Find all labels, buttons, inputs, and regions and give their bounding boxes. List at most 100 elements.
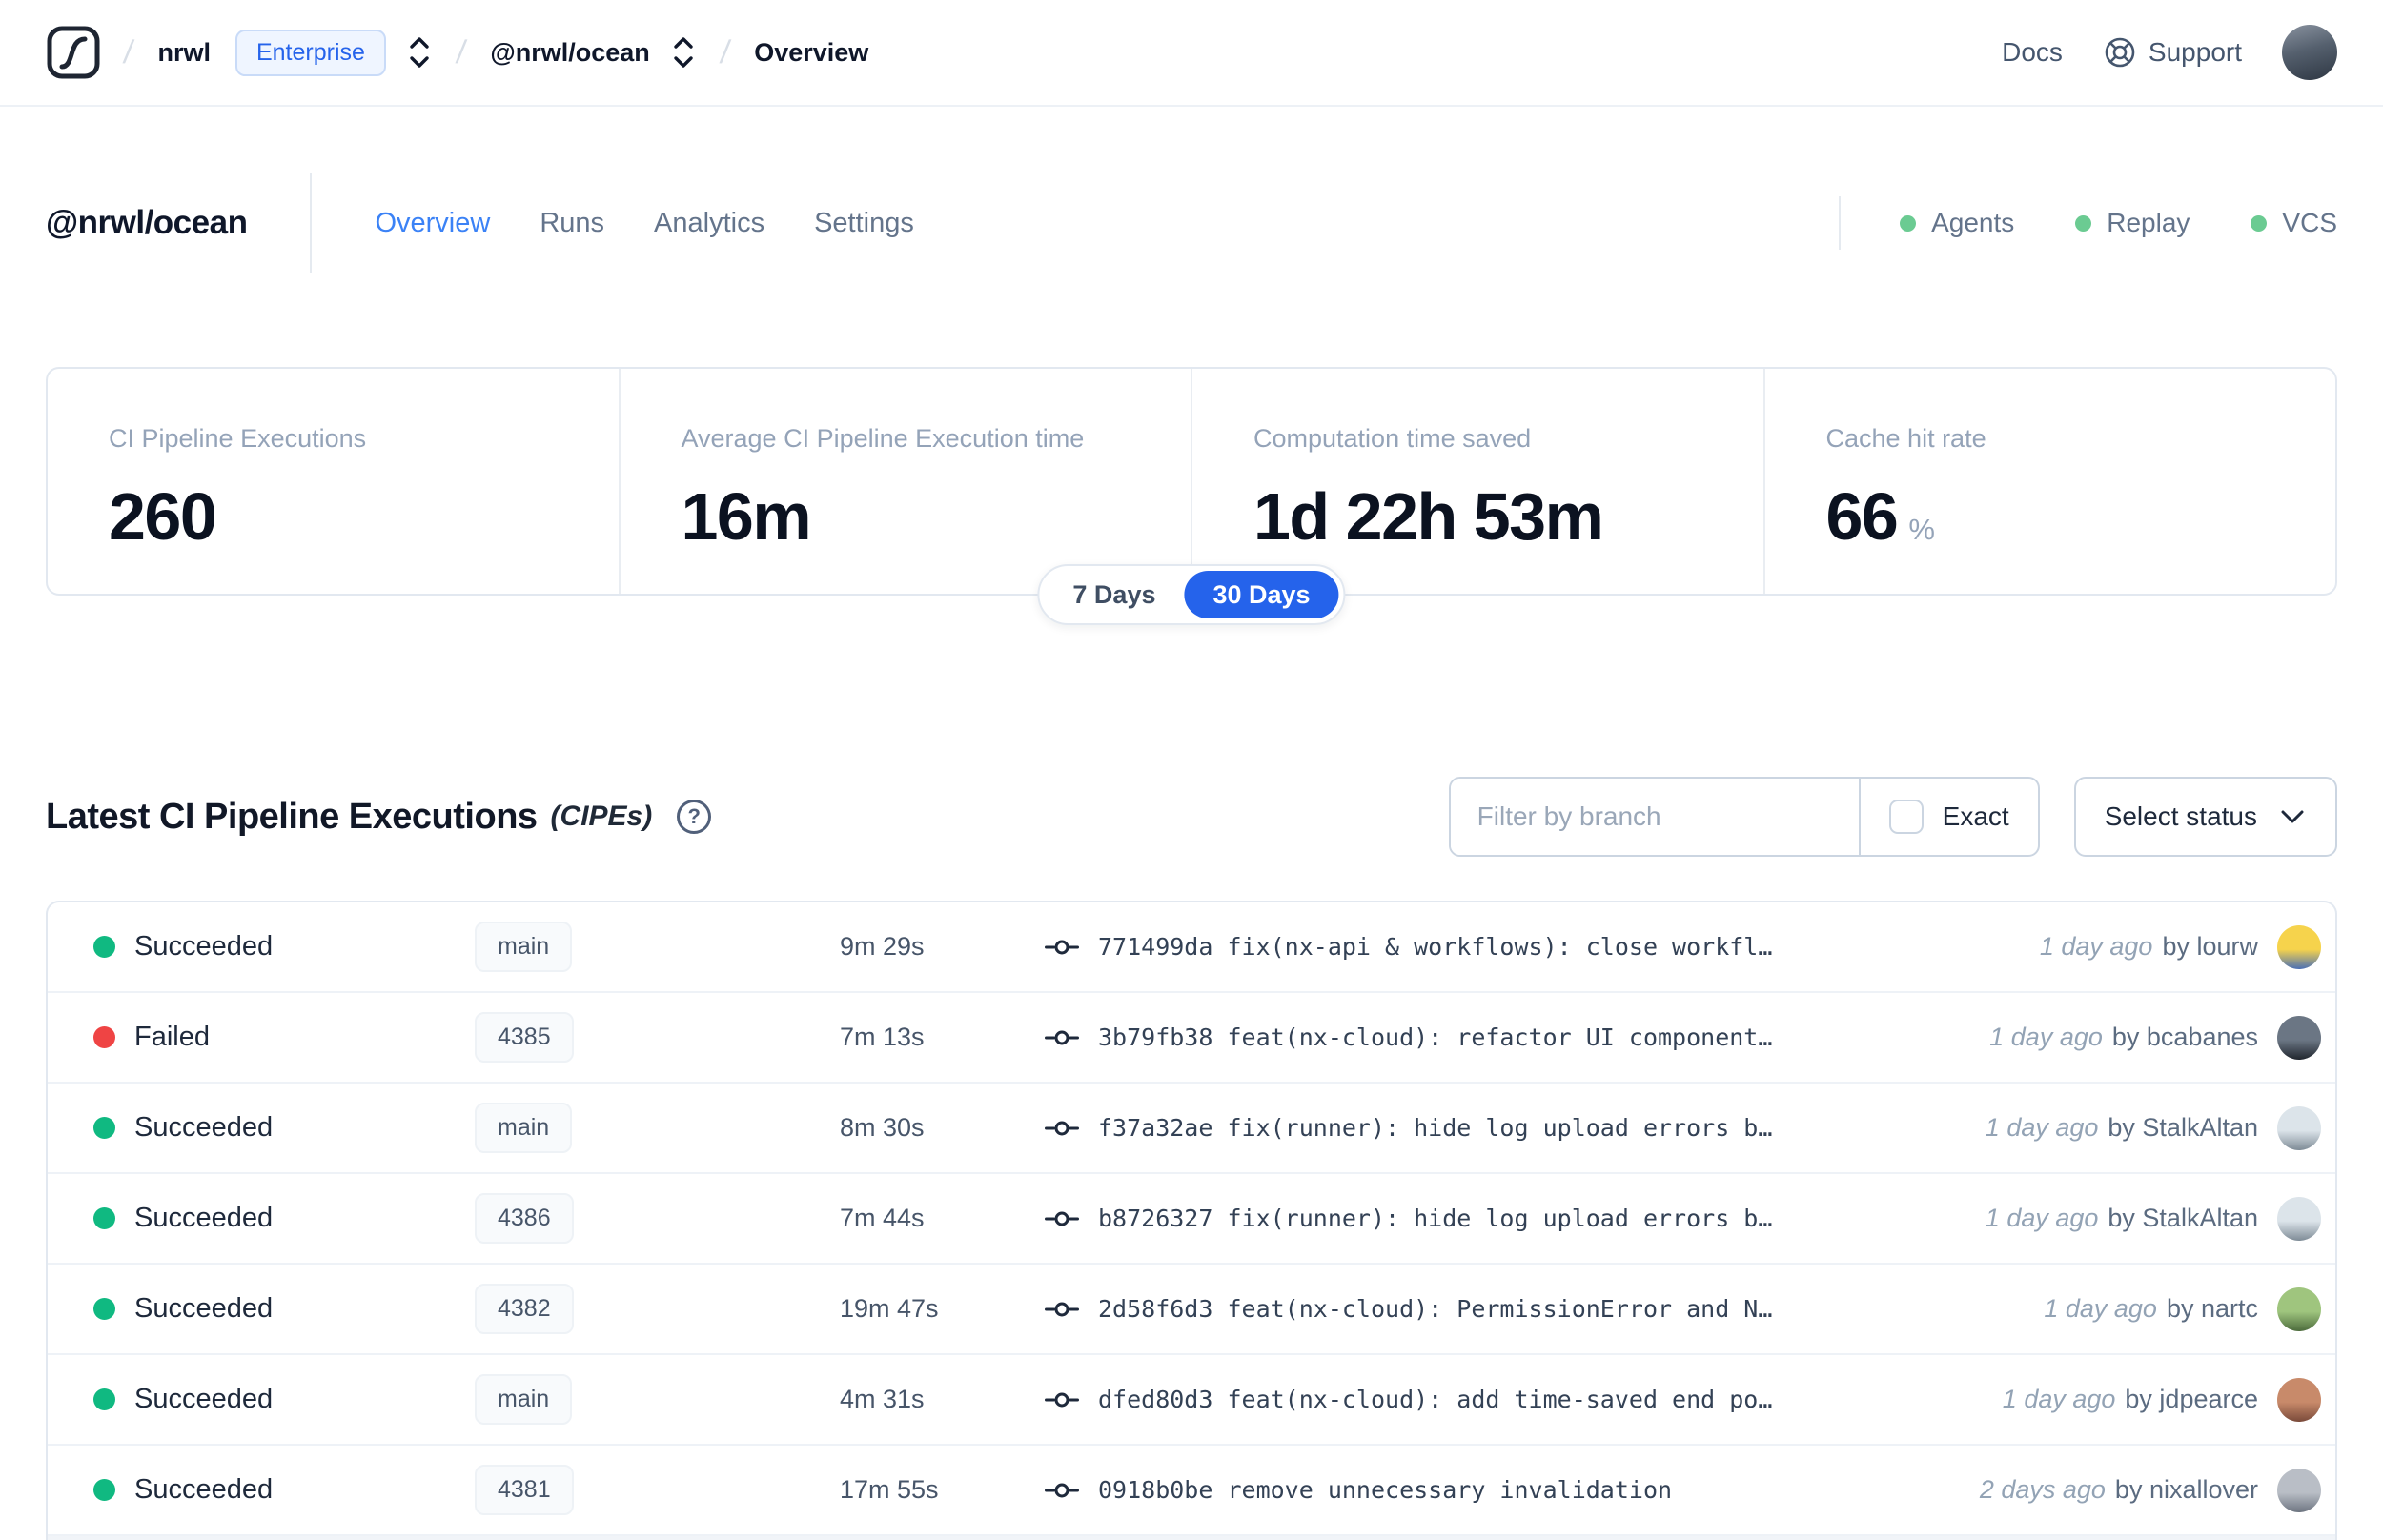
breadcrumb-workspace[interactable]: @nrwl/ocean <box>490 37 650 67</box>
workspace-switcher-chevron-icon[interactable] <box>671 33 696 71</box>
duration-label: 19m 47s <box>840 1294 939 1323</box>
page-title: @nrwl/ocean <box>46 204 248 241</box>
exact-checkbox[interactable] <box>1888 800 1924 834</box>
exact-filter[interactable]: Exact <box>1858 779 2038 855</box>
service-label: VCS <box>2282 208 2337 237</box>
stat-value: 66 <box>1825 479 1899 554</box>
service-agents[interactable]: Agents <box>1900 208 2014 238</box>
stat-cache-hit-rate: Cache hit rate 66 % <box>1762 369 2336 594</box>
duration-label: 8m 30s <box>840 1113 925 1142</box>
top-navbar: / nrwl Enterprise / @nrwl/ocean / Overvi… <box>0 0 2383 107</box>
duration-label: 9m 29s <box>840 932 925 961</box>
branch-badge: 4386 <box>475 1193 574 1244</box>
org-switcher-chevron-icon[interactable] <box>407 33 432 71</box>
header-divider <box>310 173 313 273</box>
status-dot-icon <box>93 1207 115 1229</box>
table-row[interactable]: Succeeded main 4m 31s dfed80d3 feat(nx-c… <box>48 1355 2335 1446</box>
status-select-dropdown[interactable]: Select status <box>2073 777 2337 857</box>
service-vcs[interactable]: VCS <box>2251 208 2337 238</box>
table-row[interactable]: Succeeded main 8m 30s f37a32ae fix(runne… <box>48 1084 2335 1174</box>
status-dot-icon <box>93 1117 115 1139</box>
stat-label: Cache hit rate <box>1825 424 1986 453</box>
duration-label: 17m 55s <box>840 1475 939 1504</box>
cipe-table: Succeeded main 9m 29s 771499da fix(nx-ap… <box>46 901 2337 1540</box>
chevron-down-icon <box>2278 807 2307 826</box>
table-row[interactable]: Failed 4385 7m 13s 3b79fb38 feat(nx-clou… <box>48 993 2335 1084</box>
breadcrumb-separator: / <box>121 33 136 71</box>
table-row[interactable]: Succeeded main 9m 29s 771499da fix(nx-ap… <box>48 902 2335 993</box>
table-row[interactable]: Succeeded 4386 7m 44s b8726327 fix(runne… <box>48 1174 2335 1265</box>
commit-message: dfed80d3 feat(nx-cloud): add time-saved … <box>1098 1386 1773 1413</box>
commit-message: 2d58f6d3 feat(nx-cloud): PermissionError… <box>1098 1295 1773 1323</box>
author-label: by StalkAltan <box>2108 1204 2258 1232</box>
status-dot-icon <box>93 1479 115 1501</box>
duration-label: 4m 31s <box>840 1385 925 1413</box>
tab-settings[interactable]: Settings <box>814 207 914 238</box>
tab-analytics[interactable]: Analytics <box>654 207 765 238</box>
commit-message: 771499da fix(nx-api & workflows): close … <box>1098 933 1773 961</box>
cipe-section-title-suffix: (CIPEs) <box>550 800 653 832</box>
stat-value: 260 <box>109 479 217 554</box>
status-label: Succeeded <box>134 1293 274 1324</box>
git-commit-icon <box>1045 1207 1079 1230</box>
status-dot-icon <box>93 936 115 958</box>
user-avatar[interactable] <box>2282 25 2337 80</box>
stat-label: Computation time saved <box>1253 424 1532 453</box>
author-avatar <box>2277 1105 2321 1150</box>
author-avatar <box>2277 1377 2321 1422</box>
stat-value: 16m <box>681 479 812 554</box>
commit-message: 0918b0be remove unnecessary invalidation <box>1098 1476 1673 1504</box>
author-label: by nixallover <box>2114 1475 2258 1504</box>
docs-link[interactable]: Docs <box>2002 37 2063 68</box>
status-label: Succeeded <box>134 1203 274 1233</box>
branch-filter-input[interactable] <box>1450 779 1859 855</box>
range-30-days[interactable]: 30 Days <box>1184 571 1339 618</box>
time-ago: 1 day ago <box>1989 1023 2103 1051</box>
support-link[interactable]: Support <box>2103 35 2242 70</box>
git-commit-icon <box>1045 1388 1079 1411</box>
service-replay[interactable]: Replay <box>2075 208 2190 238</box>
author-label: by lourw <box>2162 932 2258 961</box>
duration-label: 7m 44s <box>840 1204 925 1232</box>
author-label: by StalkAltan <box>2108 1113 2258 1142</box>
table-row[interactable]: Succeeded 4382 19m 47s 2d58f6d3 feat(nx-… <box>48 1265 2335 1355</box>
breadcrumb-separator: / <box>454 33 469 71</box>
status-label: Succeeded <box>134 1384 274 1414</box>
stat-computation-time-saved: Computation time saved 1d 22h 53m <box>1191 369 1763 594</box>
branch-badge: main <box>475 922 573 972</box>
status-label: Succeeded <box>134 931 274 962</box>
status-label: Succeeded <box>134 1112 274 1143</box>
status-select-label: Select status <box>2104 801 2257 831</box>
duration-label: 7m 13s <box>840 1023 925 1051</box>
commit-message: f37a32ae fix(runner): hide log upload er… <box>1098 1114 1773 1142</box>
time-ago: 1 day ago <box>2002 1385 2116 1413</box>
commit-message: 3b79fb38 feat(nx-cloud): refactor UI com… <box>1098 1023 1773 1051</box>
nx-cloud-logo-icon[interactable] <box>46 25 101 80</box>
breadcrumb-org[interactable]: nrwl <box>157 37 211 67</box>
time-ago: 2 days ago <box>1979 1475 2106 1504</box>
branch-badge: 4382 <box>475 1284 574 1334</box>
service-label: Agents <box>1931 208 2015 237</box>
status-dot-green-icon <box>1900 214 1917 232</box>
status-dot-icon <box>93 1026 115 1048</box>
range-7-days[interactable]: 7 Days <box>1072 579 1156 609</box>
time-ago: 1 day ago <box>1985 1204 2099 1232</box>
tab-overview[interactable]: Overview <box>375 207 491 238</box>
help-icon[interactable]: ? <box>677 800 712 834</box>
tab-runs[interactable]: Runs <box>540 207 605 238</box>
exact-label: Exact <box>1942 801 2009 831</box>
stat-average-execution-time: Average CI Pipeline Execution time 16m <box>618 369 1192 594</box>
table-row[interactable]: Succeeded 4381 17m 55s 0918b0be remove u… <box>48 1446 2335 1536</box>
time-ago: 1 day ago <box>1985 1113 2099 1142</box>
services-divider <box>1839 196 1842 250</box>
author-label: by jdpearce <box>2125 1385 2258 1413</box>
docs-label: Docs <box>2002 37 2063 67</box>
stat-ci-pipeline-executions: CI Pipeline Executions 260 <box>48 369 619 594</box>
branch-badge: main <box>475 1374 573 1425</box>
author-avatar <box>2277 1196 2321 1241</box>
git-commit-icon <box>1045 1117 1079 1140</box>
service-status-list: Agents Replay VCS <box>1900 208 2337 238</box>
status-dot-icon <box>93 1388 115 1410</box>
author-avatar <box>2277 1287 2321 1331</box>
status-label: Failed <box>134 1022 210 1052</box>
